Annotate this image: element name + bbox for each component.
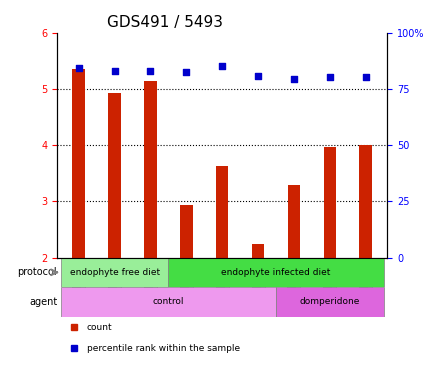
Text: control: control (153, 297, 184, 306)
Point (326, 74, 334, 80)
Text: count: count (87, 322, 113, 332)
Bar (144, 81, 157, 258)
Text: GSM8669: GSM8669 (325, 260, 335, 307)
Text: GSM8665: GSM8665 (181, 260, 191, 307)
Point (147, 68, 154, 74)
Bar (252, 243, 264, 258)
Bar (323, 147, 336, 258)
Text: percentile rank within the sample: percentile rank within the sample (87, 344, 240, 353)
Text: GSM8664: GSM8664 (146, 260, 155, 307)
Text: GDS491 / 5493: GDS491 / 5493 (107, 15, 223, 30)
FancyBboxPatch shape (169, 258, 384, 287)
Point (219, 63, 226, 68)
Point (75, 65, 82, 71)
Bar (108, 93, 121, 258)
FancyBboxPatch shape (61, 258, 169, 287)
Point (362, 74, 369, 80)
Text: GSM8663: GSM8663 (110, 260, 120, 307)
Text: endophyte free diet: endophyte free diet (70, 268, 160, 277)
Text: GSM8670: GSM8670 (361, 260, 370, 307)
Text: domperidone: domperidone (300, 297, 360, 306)
Point (183, 69, 190, 75)
Point (255, 73, 262, 79)
Bar (216, 166, 228, 258)
FancyBboxPatch shape (61, 287, 276, 317)
Bar (73, 70, 85, 258)
Text: GSM8662: GSM8662 (74, 260, 84, 307)
Bar (359, 145, 372, 258)
Text: GSM8667: GSM8667 (253, 260, 263, 307)
Text: endophyte infected diet: endophyte infected diet (221, 268, 331, 277)
Bar (288, 184, 300, 258)
Text: GSM8666: GSM8666 (217, 260, 227, 307)
Text: GSM8668: GSM8668 (289, 260, 299, 307)
Text: agent: agent (29, 297, 57, 307)
Text: protocol: protocol (18, 267, 57, 277)
Bar (180, 205, 193, 258)
FancyBboxPatch shape (276, 287, 384, 317)
Point (111, 68, 118, 74)
Point (290, 76, 297, 82)
